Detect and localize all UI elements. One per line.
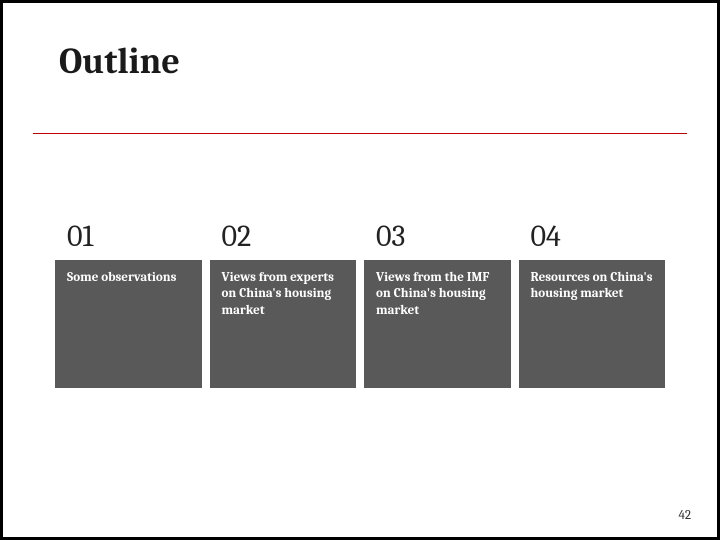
divider-line (33, 133, 687, 134)
card-text: Views from experts on China's housing ma… (210, 260, 357, 388)
slide-frame: Outline 01 Some observations 02 Views fr… (0, 0, 720, 540)
page-number: 42 (678, 508, 691, 523)
card-text: Views from the IMF on China's housing ma… (364, 260, 511, 388)
card-text: Some observations (55, 260, 202, 388)
card-number: 04 (519, 213, 666, 260)
card-number: 02 (210, 213, 357, 260)
outline-card-2: 02 Views from experts on China's housing… (210, 213, 357, 388)
outline-card-3: 03 Views from the IMF on China's housing… (364, 213, 511, 388)
card-number: 03 (364, 213, 511, 260)
slide-title: Outline (3, 3, 717, 82)
outline-card-4: 04 Resources on China's housing market (519, 213, 666, 388)
outline-card-1: 01 Some observations (55, 213, 202, 388)
outline-cards: 01 Some observations 02 Views from exper… (55, 213, 665, 388)
card-number: 01 (55, 213, 202, 260)
card-text: Resources on China's housing market (519, 260, 666, 388)
